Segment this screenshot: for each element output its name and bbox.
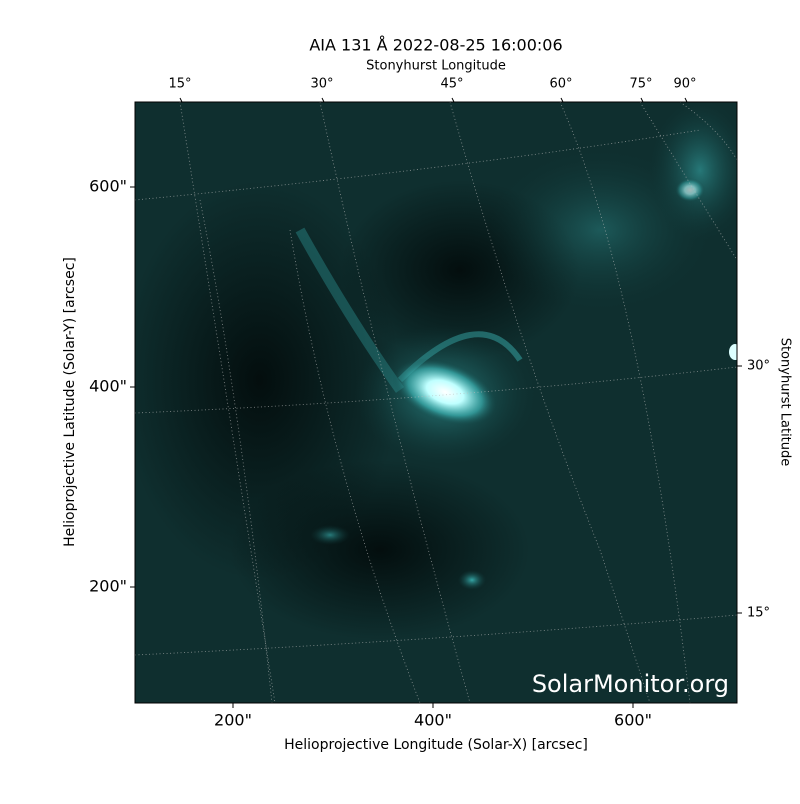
y-axis-label: Helioprojective Latitude (Solar-Y) [arcs… <box>62 257 78 547</box>
top-tick <box>640 97 644 103</box>
x-tick-label: 200" <box>214 711 252 730</box>
top-tick-label: 15° <box>168 77 191 92</box>
x-tick-label: 400" <box>414 711 452 730</box>
top-tick <box>560 97 564 103</box>
x-tick-label: 600" <box>614 711 652 730</box>
top-tick-label: 45° <box>440 77 463 92</box>
y-tick-label: 600" <box>89 177 127 196</box>
top-tick-label: 75° <box>629 77 652 92</box>
chart-title: AIA 131 Å 2022-08-25 16:00:06 <box>309 36 562 55</box>
right-tick-label: 15° <box>747 606 770 621</box>
top-tick <box>451 97 455 103</box>
top-tick-label: 60° <box>549 77 572 92</box>
top-tick-label: 30° <box>310 77 333 92</box>
top-axis-label: Stonyhurst Longitude <box>366 59 506 74</box>
top-tick <box>179 97 183 103</box>
y-tick-label: 200" <box>89 577 127 596</box>
y-tick-label: 400" <box>89 377 127 396</box>
watermark: SolarMonitor.org <box>532 670 729 698</box>
right-tick-label: 30° <box>747 359 770 374</box>
axes-frame <box>134 101 738 704</box>
solar-image <box>135 102 737 703</box>
top-tick-label: 90° <box>673 77 696 92</box>
right-axis-label: Stonyhurst Latitude <box>778 338 793 467</box>
x-axis-label: Helioprojective Longitude (Solar-X) [arc… <box>284 737 588 753</box>
top-tick <box>321 97 325 103</box>
top-tick <box>684 97 688 103</box>
